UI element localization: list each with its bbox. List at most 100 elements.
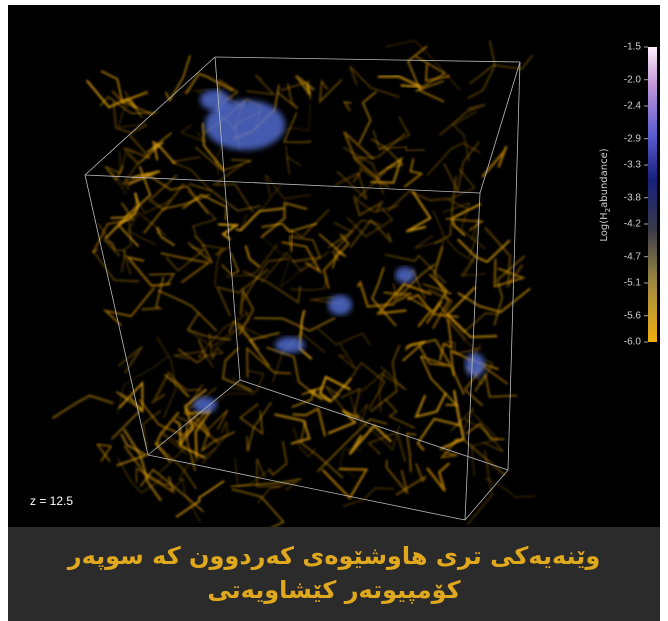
filament <box>438 103 486 137</box>
filament <box>395 463 427 496</box>
filament <box>406 190 432 233</box>
colorbar-label: Log(H2abundance) <box>599 148 612 241</box>
filament <box>380 366 407 391</box>
filament <box>228 320 260 352</box>
filament <box>295 74 315 96</box>
filament <box>407 45 445 103</box>
filament <box>122 147 143 185</box>
filaments <box>51 40 536 527</box>
filament <box>154 441 197 490</box>
label-prefix: Log(H <box>599 212 610 241</box>
tick-label: -4.2 <box>624 219 642 230</box>
filament <box>246 401 272 452</box>
filament <box>201 420 229 464</box>
filament <box>184 72 234 95</box>
filament <box>256 458 281 487</box>
filament <box>99 96 158 114</box>
filament <box>417 344 451 367</box>
filament <box>283 112 312 143</box>
filament <box>163 374 201 398</box>
filament <box>405 432 417 473</box>
filament <box>100 70 148 104</box>
filament <box>370 138 404 169</box>
filament <box>361 370 386 413</box>
filament <box>261 222 318 233</box>
filament <box>352 166 390 189</box>
filament <box>242 258 289 302</box>
filament <box>292 406 327 437</box>
filament <box>143 193 211 234</box>
filament <box>244 245 261 268</box>
filament <box>242 270 301 304</box>
filament <box>426 142 481 176</box>
filament <box>346 206 394 238</box>
filament <box>127 211 167 246</box>
filament <box>414 55 447 92</box>
filament <box>393 269 426 299</box>
blue-region <box>205 100 285 150</box>
filament <box>387 189 450 212</box>
filament <box>155 226 176 247</box>
filament <box>425 63 450 82</box>
filament <box>385 459 409 495</box>
filament <box>375 282 432 315</box>
filament <box>432 209 476 264</box>
filament <box>469 54 533 85</box>
filament <box>117 345 143 374</box>
filament <box>385 398 415 429</box>
filament <box>447 168 476 211</box>
filament <box>299 420 344 479</box>
filament <box>290 275 328 291</box>
filament <box>443 141 480 194</box>
label-sub: 2 <box>604 208 612 212</box>
filament <box>274 413 311 445</box>
filament <box>288 229 294 253</box>
filament <box>356 279 395 308</box>
tick-label: -5.1 <box>624 278 642 289</box>
filament <box>246 74 276 96</box>
filament <box>157 289 217 332</box>
filament <box>188 183 261 212</box>
filament <box>372 116 410 150</box>
filament <box>457 287 531 314</box>
filament <box>414 392 447 419</box>
filament <box>265 174 311 200</box>
filament <box>403 158 424 188</box>
filament <box>186 312 231 341</box>
filament <box>176 419 211 444</box>
tick-label: -2.9 <box>624 133 642 144</box>
filament <box>142 410 162 449</box>
filament <box>406 293 432 328</box>
filament <box>316 418 388 473</box>
tick-label: -2.4 <box>624 101 642 112</box>
filament <box>481 145 508 178</box>
filament <box>150 370 190 406</box>
filament <box>135 467 170 486</box>
filament <box>189 325 268 348</box>
caption: وێنەیەکی تری هاوشێوەی کەردوون کە سوپەر ک… <box>8 527 660 621</box>
filament <box>442 201 486 250</box>
filament <box>414 235 445 266</box>
filament <box>184 407 229 431</box>
filament <box>321 468 369 500</box>
filament <box>229 370 265 393</box>
filament <box>246 346 291 378</box>
filament <box>187 190 217 235</box>
colorbar <box>648 47 657 342</box>
filament <box>148 174 185 211</box>
filament <box>352 132 406 163</box>
filament <box>138 132 172 164</box>
filament <box>177 338 207 364</box>
blue-region <box>465 353 485 377</box>
filament <box>173 350 215 369</box>
filament <box>325 385 346 413</box>
tick-label: -1.5 <box>624 42 642 53</box>
filament <box>342 487 395 507</box>
filament <box>118 192 140 226</box>
filament <box>122 428 162 502</box>
filament <box>439 390 465 451</box>
filament <box>169 477 201 523</box>
filament <box>268 441 288 477</box>
filament <box>117 103 147 128</box>
